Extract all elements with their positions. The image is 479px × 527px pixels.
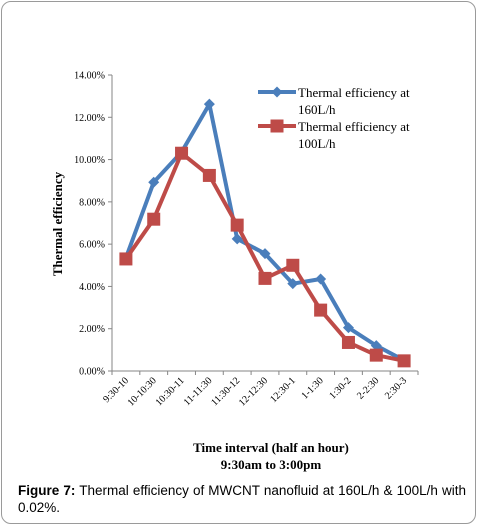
x-tick-label: 11:30-12 <box>209 375 242 408</box>
x-axis-title-line1: Time interval (half an hour) <box>193 440 349 455</box>
data-point <box>175 146 189 160</box>
data-point <box>369 348 383 362</box>
x-tick-label: 10:30-11 <box>154 375 187 408</box>
data-point <box>147 212 161 226</box>
legend-label: 100L/h <box>298 136 336 151</box>
x-tick-label: 2-2:30 <box>355 375 381 401</box>
series-layer <box>119 98 411 368</box>
x-tick-label: 12:30-1 <box>268 375 298 405</box>
y-axis-title: Thermal efficiency <box>50 171 65 276</box>
x-tick-label: 10-10:30 <box>126 375 159 408</box>
data-point <box>341 335 355 349</box>
legend-marker <box>270 119 284 133</box>
x-axis-title-line2: 9:30am to 3:00pm <box>221 457 322 472</box>
series-1 <box>120 98 410 366</box>
x-tick-label: 12-12:30 <box>237 375 270 408</box>
data-point <box>370 340 382 352</box>
data-point <box>119 252 133 266</box>
legend-item-1: Thermal efficiency at 160L/h <box>258 85 410 117</box>
chart-axes <box>108 74 419 375</box>
x-tick-label: 11-11:30 <box>182 375 215 408</box>
data-point <box>315 273 327 285</box>
y-tick-label: 14.00% <box>74 71 105 82</box>
y-tick-labels: 0.00% 2.00% 4.00% 6.00% 8.00% 10.00% 12.00% 14.… <box>74 71 105 378</box>
data-point <box>230 218 244 232</box>
line-chart: 0.00% 2.00% 4.00% 6.00% 8.00% 10.00% 12.00% 14.… <box>50 71 419 472</box>
data-point <box>259 248 271 260</box>
x-tick-label: 1:30-2 <box>327 375 353 401</box>
caption-label: Figure 7: <box>18 483 76 498</box>
data-point <box>397 354 411 368</box>
x-tick-label: 2:30-3 <box>383 375 409 401</box>
x-tick-label: 1-1:30 <box>300 375 326 401</box>
data-point <box>287 278 299 290</box>
x-tick-labels: 9:30-1010-10:3010:30-1111-11:3011:30-121… <box>101 375 409 408</box>
y-tick-label: 2.00% <box>79 324 105 335</box>
data-point <box>202 168 216 182</box>
y-tick-label: 0.00% <box>79 367 105 378</box>
caption-text: Thermal efficiency of MWCNT nanofluid at… <box>18 483 466 515</box>
data-point <box>231 233 243 245</box>
data-point <box>203 98 215 110</box>
legend-label: Thermal efficiency at <box>298 85 410 100</box>
series-line <box>124 102 406 363</box>
y-tick-label: 10.00% <box>74 155 105 166</box>
data-point <box>148 176 160 188</box>
data-point <box>342 322 354 334</box>
y-tick-label: 12.00% <box>74 113 105 124</box>
y-tick-label: 8.00% <box>79 197 105 208</box>
series-2 <box>119 146 411 368</box>
y-tick-label: 4.00% <box>79 282 105 293</box>
y-tick-label: 6.00% <box>79 240 105 251</box>
data-point <box>314 303 328 317</box>
legend-label: 160L/h <box>298 102 336 117</box>
data-point <box>286 258 300 272</box>
legend-label: Thermal efficiency at <box>298 119 410 134</box>
figure-caption: Figure 7: Thermal efficiency of MWCNT na… <box>18 482 466 516</box>
data-point <box>258 271 272 285</box>
legend-item-2: Thermal efficiency at 100L/h <box>258 119 410 151</box>
legend-marker <box>271 86 283 98</box>
